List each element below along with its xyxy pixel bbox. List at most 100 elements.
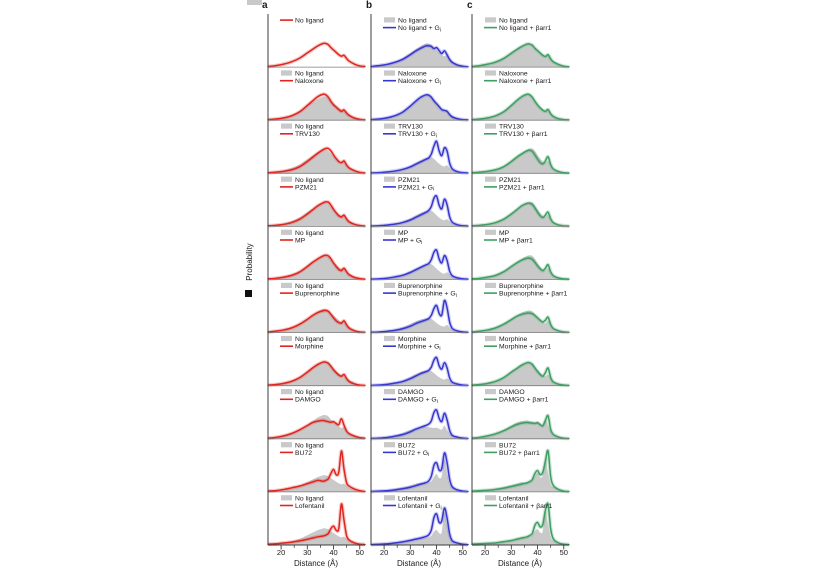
confidence-band bbox=[370, 450, 469, 494]
distribution-fill bbox=[268, 361, 365, 386]
legend-fill-swatch bbox=[485, 176, 496, 182]
distribution-fill bbox=[268, 308, 365, 333]
legend-fill-swatch bbox=[281, 229, 292, 235]
legend-fill-swatch bbox=[485, 282, 496, 288]
legend-line-label: No ligand + βarr1 bbox=[499, 25, 552, 32]
legend-fill-label: No ligand bbox=[295, 336, 324, 343]
crop-artifact-swatch bbox=[247, 0, 262, 5]
legend-fill-swatch bbox=[281, 495, 292, 501]
distribution-line bbox=[370, 194, 469, 227]
distribution-line bbox=[370, 356, 469, 387]
legend-fill-label: PZM21 bbox=[398, 177, 420, 184]
legend-fill-label: Morphine bbox=[398, 336, 427, 343]
x-tick-label: 20 bbox=[379, 548, 389, 557]
x-tick-label: 40 bbox=[432, 548, 441, 557]
legend-line-label: MP + βarr1 bbox=[499, 237, 533, 244]
legend-line-label: DAMGO bbox=[295, 397, 321, 404]
distribution-line bbox=[471, 43, 570, 68]
legend-fill-swatch bbox=[485, 389, 496, 395]
distribution-line bbox=[471, 502, 570, 546]
distribution-line bbox=[370, 299, 469, 334]
legend-fill-swatch bbox=[384, 495, 395, 501]
legend-line-label: TRV130 + βarr1 bbox=[499, 131, 548, 138]
legend-line-label: BU72 + βarr1 bbox=[499, 450, 540, 457]
legend-fill-label: Buprenorphine bbox=[499, 283, 544, 290]
x-tick-label: 50 bbox=[458, 548, 467, 557]
legend-fill-swatch bbox=[384, 70, 395, 76]
legend-line-label: MP + Gi bbox=[398, 237, 422, 245]
legend-fill-swatch bbox=[281, 389, 292, 395]
legend-fill-swatch bbox=[485, 229, 496, 235]
legend-fill-label: DAMGO bbox=[499, 389, 525, 396]
distribution-line bbox=[267, 254, 366, 280]
legend-line-label: Morphine + Gi bbox=[398, 344, 441, 352]
legend-fill-label: No ligand bbox=[499, 18, 528, 25]
x-tick-label: 30 bbox=[406, 548, 415, 557]
legend-line-label: PZM21 bbox=[295, 184, 317, 191]
legend-fill-label: No ligand bbox=[295, 389, 324, 396]
legend-fill-label: MP bbox=[499, 230, 510, 237]
distribution-fill bbox=[371, 512, 468, 545]
legend-fill-swatch bbox=[485, 17, 496, 23]
distribution-line bbox=[370, 409, 469, 440]
distribution-fill bbox=[371, 94, 468, 121]
legend-line-label: Buprenorphine + Gi bbox=[398, 291, 457, 299]
distribution-line bbox=[471, 361, 570, 387]
distribution-fill bbox=[371, 318, 468, 333]
legend-fill-swatch bbox=[281, 70, 292, 76]
distribution-line bbox=[471, 257, 570, 280]
x-tick-label: 50 bbox=[559, 548, 568, 557]
column-letter-b: b bbox=[366, 0, 373, 11]
legend-fill-label: No ligand bbox=[295, 124, 324, 131]
y-axis-title: Probability bbox=[245, 243, 254, 281]
distribution-line bbox=[267, 417, 366, 439]
distribution-fill bbox=[472, 255, 569, 280]
legend-line-label: Lofentanil + βarr1 bbox=[499, 503, 552, 510]
distribution-line bbox=[471, 414, 570, 440]
legend-fill-swatch bbox=[384, 335, 395, 342]
distribution-line bbox=[471, 202, 570, 227]
legend-fill-swatch bbox=[485, 335, 496, 342]
legend-fill-label: No ligand bbox=[295, 71, 324, 78]
legend-fill-swatch bbox=[384, 442, 395, 448]
legend-fill-label: Morphine bbox=[499, 336, 528, 343]
distribution-line bbox=[370, 248, 469, 280]
legend-fill-label: Naloxone bbox=[499, 71, 528, 78]
distribution-fill bbox=[371, 210, 468, 227]
x-tick-label: 40 bbox=[329, 548, 338, 557]
legend-fill-label: No ligand bbox=[295, 230, 324, 237]
legend-line-label: BU72 bbox=[295, 450, 312, 457]
distribution-line bbox=[267, 93, 366, 121]
distribution-line bbox=[267, 450, 366, 493]
distribution-line bbox=[370, 140, 469, 174]
distribution-fill bbox=[371, 459, 468, 492]
distribution-fill bbox=[268, 202, 365, 227]
distribution-fill bbox=[472, 201, 569, 227]
legend-line-label: PZM21 + Gi bbox=[398, 184, 434, 192]
x-axis-title: Distance (Å) bbox=[293, 559, 338, 568]
legend-fill-label: Lofentanil bbox=[499, 495, 529, 502]
legend-line-label: Naloxone + Gi bbox=[398, 78, 441, 86]
legend-line-label: DAMGO + βarr1 bbox=[499, 397, 549, 404]
x-axis-title: Distance (Å) bbox=[497, 559, 542, 568]
distribution-fill bbox=[472, 310, 569, 333]
